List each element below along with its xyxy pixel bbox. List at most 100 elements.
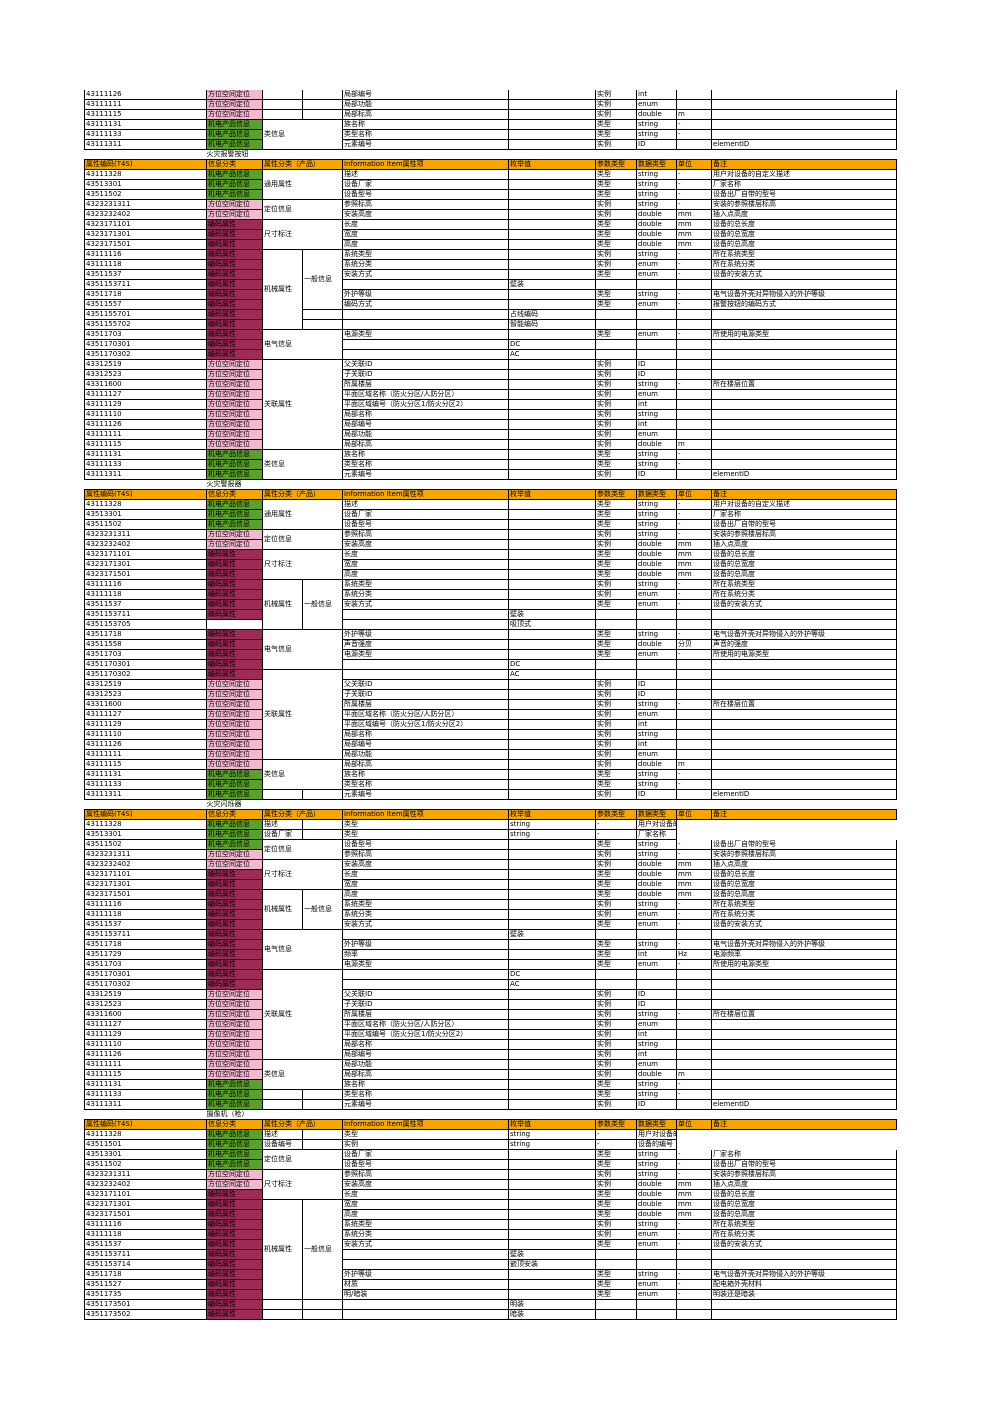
remark-cell: 安装的参照楼层标高 [711, 529, 897, 540]
attr-code-cell: 43111111 [84, 429, 207, 440]
data-type-cell: string [636, 499, 677, 510]
info-item-cell: 明/暗装 [342, 1289, 509, 1300]
remark-cell [711, 419, 897, 430]
data-type-cell: enum [636, 259, 677, 270]
data-type-cell: double [636, 1069, 677, 1080]
data-type-cell: enum [636, 959, 677, 970]
unit-cell: - [676, 1279, 712, 1290]
info-item-cell: 系统类型 [342, 579, 509, 590]
attr-code-cell: 43111115 [84, 1069, 207, 1080]
info-item-cell: 外护等级 [342, 1269, 509, 1280]
table-row: 4323231311 方位空间定位 参照标高 实例 string - 安装的参照楼层标高 [84, 849, 897, 860]
info-category-cell: 编码属性 [206, 949, 263, 960]
enum-value-cell [508, 559, 596, 570]
enum-value-cell [508, 999, 596, 1010]
info-category-cell: 编码属性 [206, 609, 263, 620]
remark-cell: 用户对设备的自定义描述 [711, 499, 897, 510]
table-row: 43111311 机电产品信息 元素编号 实例 ID elementID [84, 469, 897, 480]
unit-cell: mm [676, 219, 712, 230]
data-type-cell: enum [636, 589, 677, 600]
enum-value-cell [508, 1269, 596, 1280]
unit-cell: - [676, 589, 712, 600]
info-category-cell: 编码属性 [206, 1189, 263, 1200]
info-category-cell: 方位空间定位 [206, 359, 263, 370]
info-category-cell: 编码属性 [206, 659, 263, 670]
data-type-cell: double [636, 209, 677, 220]
attr-code-cell: 4351153711 [84, 1249, 207, 1260]
attr-code-cell: 43111118 [84, 909, 207, 920]
info-item-cell: 元素编号 [342, 1099, 509, 1110]
data-type-cell: string [636, 1089, 677, 1100]
info-category-cell: 编码属性 [206, 589, 263, 600]
enum-value-cell [508, 109, 596, 120]
enum-value-cell [508, 509, 596, 520]
attr-code-cell: 43511703 [84, 649, 207, 660]
remark-cell [711, 1069, 897, 1080]
unit-cell [676, 90, 712, 100]
enum-value-cell [508, 879, 596, 890]
info-category-cell: 机电产品信息 [206, 1089, 263, 1100]
info-item-cell: 局部标高 [342, 109, 509, 120]
remark-cell [711, 1019, 897, 1030]
data-type-cell: string [508, 1129, 596, 1140]
remark-cell [711, 619, 897, 630]
enum-value-cell [508, 1099, 596, 1110]
data-type-cell: string [636, 1039, 677, 1050]
info-category-cell: 编码属性 [206, 1279, 263, 1290]
info-item-cell: 高度 [342, 239, 509, 250]
section-title: 火灾闪烁器 [206, 799, 897, 810]
remark-cell [711, 319, 897, 330]
unit-cell: - [676, 909, 712, 920]
remark-cell: 安装的参照楼层标高 [711, 199, 897, 210]
enum-value-cell [508, 1219, 596, 1230]
unit-cell [676, 339, 712, 350]
enum-value-cell [508, 1149, 596, 1160]
table-row: 4351153705 吸顶式 [84, 619, 897, 630]
table-row: 4351170301 编码属性 DC [84, 339, 897, 350]
info-category-cell: 方位空间定位 [206, 759, 263, 770]
param-type-cell: 类型 [595, 1199, 637, 1210]
data-type-cell: string [636, 459, 677, 470]
enum-value-cell [508, 329, 596, 340]
enum-value-cell [508, 139, 596, 150]
info-item-cell: 所属楼层 [342, 699, 509, 710]
param-type-cell: 类型 [595, 919, 637, 930]
info-category-cell: 机电产品信息 [206, 449, 263, 460]
attr-code-cell: 43111126 [84, 90, 207, 100]
table-row: 4351170302 编码属性 AC [84, 979, 897, 990]
info-category-cell: 机电产品信息 [206, 839, 263, 850]
attr-class-cell [262, 99, 303, 110]
attr-code-cell: 43111129 [84, 399, 207, 410]
info-category-cell: 编码属性 [206, 1239, 263, 1250]
data-type-cell: double [636, 889, 677, 900]
info-category-cell: 方位空间定位 [206, 90, 263, 100]
enum-value-cell [508, 1009, 596, 1020]
attr-code-cell: 43111118 [84, 1229, 207, 1240]
section-title: 火灾报警按钮 [206, 149, 897, 160]
unit-cell: - [676, 459, 712, 470]
enum-value-cell [508, 989, 596, 1000]
attr-class-group: 机械属性 [262, 249, 303, 330]
param-type-cell: 类型 [595, 1159, 637, 1170]
enum-value-cell: 吸顶式 [508, 619, 596, 630]
table-row: 43111115 方位空间定位 局部标高 实例 double m [84, 1069, 897, 1080]
remark-cell: 所使用的电源类型 [711, 649, 897, 660]
attr-code-cell: 43111111 [84, 99, 207, 110]
attr-code-cell: 43511501 [84, 1139, 207, 1150]
info-item-cell [342, 929, 509, 940]
attr-class-group: 机械属性 [262, 579, 303, 630]
info-item-cell: 外护等级 [342, 289, 509, 300]
attr-code-cell: 43312523 [84, 689, 207, 700]
attr-class-cell [262, 789, 303, 800]
remark-cell: 用户对设备的自定义描述 [636, 819, 677, 830]
table-row: 43111133 机电产品信息 类型名称 类型 string - [84, 1089, 897, 1100]
attr-code-cell: 4351153711 [84, 929, 207, 940]
info-item-cell [342, 1249, 509, 1260]
param-type-cell: 实例 [595, 1049, 637, 1060]
attr-class-group: 类信息 [262, 449, 343, 480]
attr-code-cell: 4351170302 [84, 979, 207, 990]
param-type-cell: 实例 [595, 1019, 637, 1030]
attr-code-cell: 43111131 [84, 449, 207, 460]
section-title: 火灾警报器 [206, 479, 897, 490]
param-type-cell: 类型 [595, 229, 637, 240]
